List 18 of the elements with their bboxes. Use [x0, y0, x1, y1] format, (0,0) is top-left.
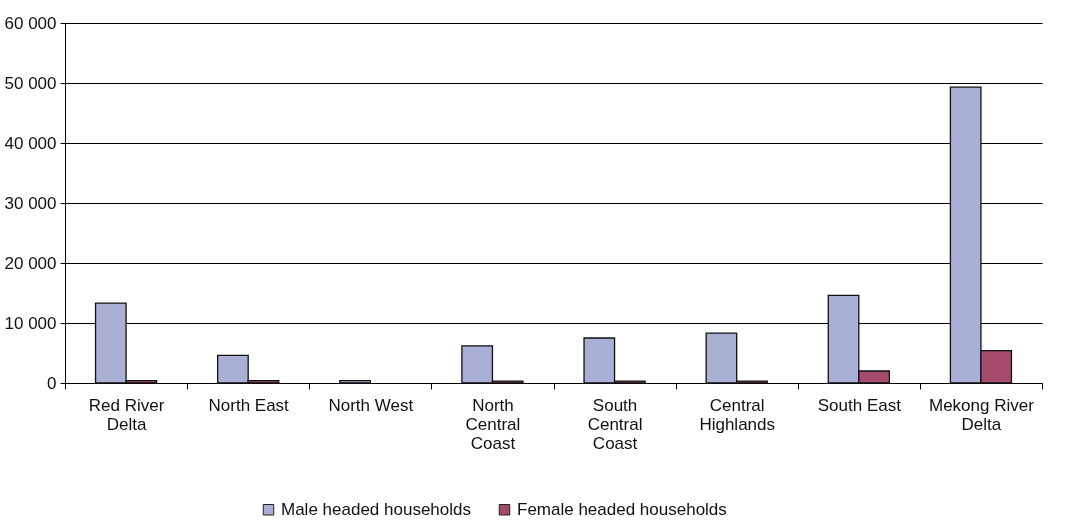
y-tick-label: 40 000: [4, 133, 57, 153]
bar: [339, 379, 371, 384]
y-tick-label: 50 000: [4, 73, 57, 93]
x-tick-label: North West: [328, 395, 414, 415]
y-tick-label: 20 000: [4, 253, 57, 273]
x-tick-label: Mekong River Delta: [929, 395, 1035, 434]
x-tick-label: North Central Coast: [465, 395, 521, 453]
x-tick-label: South East: [817, 395, 902, 415]
y-tick-label: 0: [47, 373, 57, 393]
legend-label: Female headed households: [517, 499, 727, 519]
legend-label: Male headed households: [281, 499, 471, 519]
x-tick-label: Central Highlands: [699, 395, 775, 434]
x-tick-label: Red River Delta: [88, 395, 165, 434]
x-tick-label: South Central Coast: [587, 395, 643, 453]
y-tick-label: 10 000: [4, 313, 57, 333]
y-tick-label: 60 000: [4, 13, 57, 33]
x-tick-label: North East: [208, 395, 290, 415]
y-tick-label: 30 000: [4, 193, 57, 213]
